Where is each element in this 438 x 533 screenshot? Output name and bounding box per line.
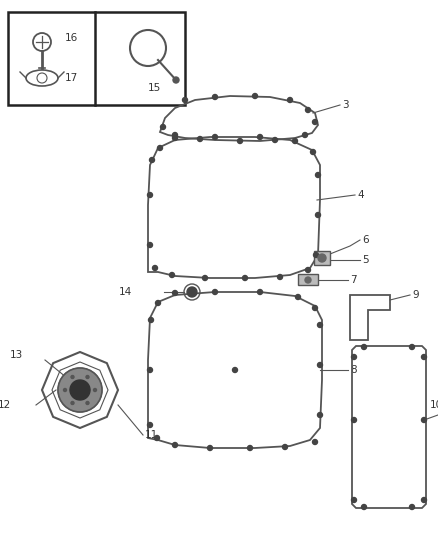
Circle shape (352, 417, 357, 423)
Text: 17: 17 (65, 73, 78, 83)
Circle shape (198, 136, 202, 141)
Circle shape (312, 119, 318, 125)
Text: 12: 12 (0, 400, 11, 410)
Circle shape (155, 301, 160, 305)
Circle shape (293, 139, 297, 143)
Circle shape (212, 94, 218, 100)
Circle shape (421, 354, 427, 359)
Circle shape (318, 413, 322, 417)
Circle shape (410, 344, 414, 350)
Circle shape (208, 446, 212, 450)
Circle shape (315, 173, 321, 177)
Circle shape (258, 289, 262, 295)
Circle shape (258, 134, 262, 140)
Circle shape (421, 497, 427, 503)
Circle shape (148, 367, 152, 373)
Circle shape (278, 274, 283, 279)
Circle shape (148, 243, 152, 247)
Circle shape (303, 133, 307, 138)
Circle shape (361, 505, 367, 510)
Circle shape (71, 389, 74, 392)
Circle shape (237, 139, 243, 143)
Circle shape (318, 322, 322, 327)
Circle shape (82, 395, 85, 399)
Circle shape (82, 382, 85, 385)
Circle shape (314, 253, 318, 257)
Circle shape (155, 435, 159, 440)
Circle shape (233, 367, 237, 373)
Circle shape (305, 268, 311, 272)
Circle shape (212, 289, 218, 295)
Circle shape (252, 93, 258, 99)
Circle shape (148, 423, 152, 427)
Circle shape (93, 389, 96, 392)
Circle shape (312, 440, 318, 445)
Circle shape (212, 134, 218, 140)
Circle shape (173, 135, 177, 141)
Circle shape (305, 108, 311, 112)
Circle shape (183, 98, 187, 102)
Circle shape (152, 265, 158, 271)
Circle shape (74, 395, 78, 399)
Circle shape (158, 146, 162, 150)
Circle shape (160, 125, 166, 130)
Circle shape (64, 389, 67, 392)
Circle shape (421, 417, 427, 423)
Circle shape (361, 344, 367, 350)
Text: 7: 7 (350, 275, 357, 285)
Circle shape (202, 276, 208, 280)
Circle shape (173, 77, 179, 83)
FancyBboxPatch shape (298, 274, 318, 285)
Circle shape (149, 157, 155, 163)
Circle shape (305, 277, 311, 283)
Text: 14: 14 (119, 287, 132, 297)
Circle shape (71, 401, 74, 405)
Circle shape (173, 442, 177, 448)
Circle shape (58, 368, 102, 412)
Circle shape (352, 354, 357, 359)
FancyBboxPatch shape (314, 251, 330, 265)
Text: 5: 5 (362, 255, 369, 265)
Circle shape (86, 389, 89, 392)
Text: 16: 16 (65, 33, 78, 43)
Circle shape (410, 505, 414, 510)
Text: 9: 9 (412, 290, 419, 300)
Circle shape (296, 295, 300, 300)
Bar (8, 12, 185, 105)
Text: 11: 11 (145, 430, 158, 440)
Circle shape (71, 376, 74, 378)
Circle shape (318, 362, 322, 367)
Circle shape (287, 98, 293, 102)
Circle shape (318, 254, 326, 262)
Circle shape (315, 213, 321, 217)
Circle shape (86, 401, 89, 405)
Circle shape (173, 290, 177, 295)
Circle shape (148, 192, 152, 198)
Circle shape (311, 149, 315, 155)
Circle shape (74, 382, 78, 385)
Circle shape (170, 272, 174, 278)
Circle shape (283, 445, 287, 449)
Circle shape (187, 287, 197, 297)
Circle shape (247, 446, 252, 450)
Circle shape (243, 276, 247, 280)
Text: 10: 10 (430, 400, 438, 410)
Circle shape (86, 376, 89, 378)
Text: 3: 3 (342, 100, 349, 110)
Text: 4: 4 (357, 190, 364, 200)
Circle shape (70, 380, 90, 400)
Text: 15: 15 (148, 83, 161, 93)
Circle shape (148, 318, 153, 322)
Circle shape (312, 305, 318, 311)
Text: 13: 13 (10, 350, 23, 360)
Text: 6: 6 (362, 235, 369, 245)
Text: 8: 8 (350, 365, 357, 375)
Circle shape (272, 138, 278, 142)
Circle shape (352, 497, 357, 503)
Circle shape (173, 133, 177, 138)
